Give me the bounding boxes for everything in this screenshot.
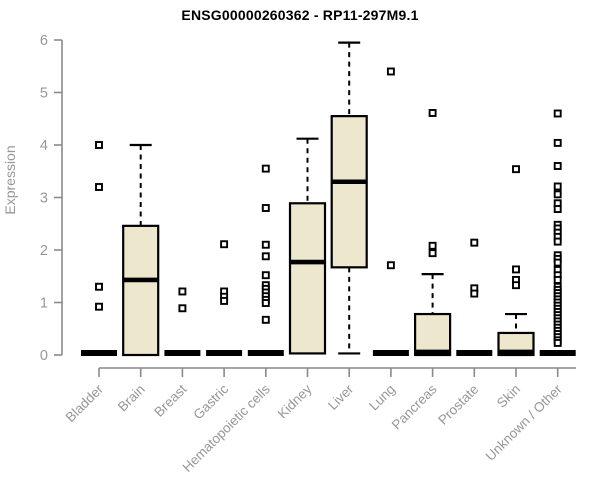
- chart-title: ENSG00000260362 - RP11-297M9.1: [181, 7, 419, 23]
- outlier-point: [428, 249, 437, 258]
- outlier-point: [261, 315, 270, 324]
- box: [330, 115, 368, 269]
- outlier-point: [178, 287, 187, 296]
- y-tick-label: 2: [40, 243, 48, 259]
- y-tick-label: 3: [40, 191, 48, 207]
- box-group-lung: [372, 67, 409, 356]
- x-tick-label: Bladder: [63, 381, 107, 425]
- outlier-point: [95, 282, 103, 291]
- outlier-point: [512, 265, 520, 274]
- x-tick-label: Brain: [115, 382, 148, 415]
- outlier-point: [220, 296, 229, 305]
- outlier-point: [553, 138, 562, 147]
- outlier-point: [553, 237, 562, 246]
- outlier-point: [553, 162, 562, 170]
- collapsed-box: [81, 350, 117, 356]
- outlier-point: [178, 304, 187, 313]
- y-tick-label: 5: [40, 86, 48, 102]
- outlier-point: [553, 258, 562, 267]
- box-group-breast: [164, 287, 201, 356]
- outlier-point: [261, 204, 270, 212]
- x-tick-label: Gastric: [190, 381, 231, 422]
- outlier-point: [470, 289, 479, 298]
- x-tick-label: Lung: [366, 382, 398, 414]
- outlier-point: [220, 240, 229, 249]
- box: [122, 224, 160, 357]
- box: [497, 331, 535, 357]
- outlier-point: [512, 281, 520, 290]
- x-tick-label: Unknown / Other: [483, 381, 566, 464]
- box-group-kidney: [288, 137, 327, 355]
- outlier-point: [428, 241, 437, 250]
- outlier-point: [470, 238, 479, 247]
- box-group-pancreas: [414, 109, 452, 357]
- x-tick-label: Liver: [325, 381, 357, 413]
- outlier-point: [261, 164, 270, 173]
- outlier-point: [386, 261, 395, 270]
- x-tick-label: Prostate: [435, 382, 481, 428]
- y-tick-label: 6: [40, 33, 48, 49]
- box: [288, 202, 327, 355]
- box-group-bladder: [81, 141, 117, 356]
- x-tick-label: Pancreas: [389, 381, 440, 432]
- collapsed-box: [164, 350, 201, 356]
- collapsed-box: [372, 350, 409, 356]
- outlier-point: [261, 271, 270, 280]
- box: [414, 312, 452, 357]
- outlier-point: [261, 252, 270, 261]
- outlier-point: [261, 240, 270, 249]
- outlier-point: [95, 183, 103, 191]
- x-tick-label: Kidney: [275, 381, 315, 421]
- outlier-point: [553, 205, 562, 214]
- outlier-point: [553, 275, 562, 284]
- outlier-point: [553, 338, 562, 347]
- collapsed-box: [539, 350, 576, 356]
- box-group-hematopoietic-cells: [247, 164, 284, 356]
- y-tick-label: 1: [40, 296, 48, 312]
- collapsed-box: [206, 350, 243, 356]
- outlier-point: [553, 109, 562, 118]
- y-axis: 0 1 2 3 4 5 6: [40, 33, 63, 364]
- y-tick-label: 0: [40, 348, 48, 364]
- outlier-point: [386, 67, 395, 76]
- x-tick-label: Breast: [151, 381, 189, 419]
- outlier-point: [553, 190, 562, 199]
- outlier-point: [512, 165, 520, 174]
- y-tick-label: 4: [40, 138, 48, 154]
- x-tick-label: Skin: [494, 382, 523, 411]
- outlier-point: [261, 299, 270, 307]
- box-group-gastric: [206, 240, 243, 356]
- outlier-point: [428, 109, 437, 117]
- box-group-brain: [122, 143, 160, 357]
- box-group-prostate: [456, 238, 493, 356]
- box-group-liver: [330, 41, 368, 355]
- outlier-point: [95, 141, 103, 149]
- box-group-unknown-other: [539, 109, 576, 356]
- collapsed-box: [456, 350, 493, 356]
- collapsed-box: [247, 350, 284, 356]
- outlier-point: [95, 302, 103, 311]
- box-group-skin: [497, 165, 535, 357]
- outlier-point: [553, 182, 562, 191]
